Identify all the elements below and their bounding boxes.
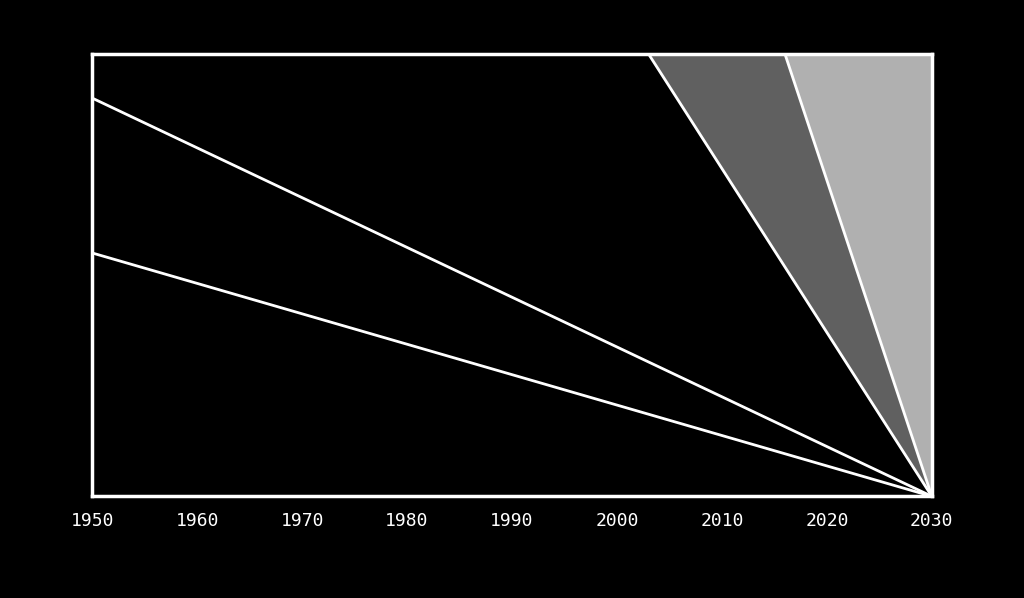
Polygon shape bbox=[648, 54, 932, 496]
Polygon shape bbox=[785, 54, 932, 496]
